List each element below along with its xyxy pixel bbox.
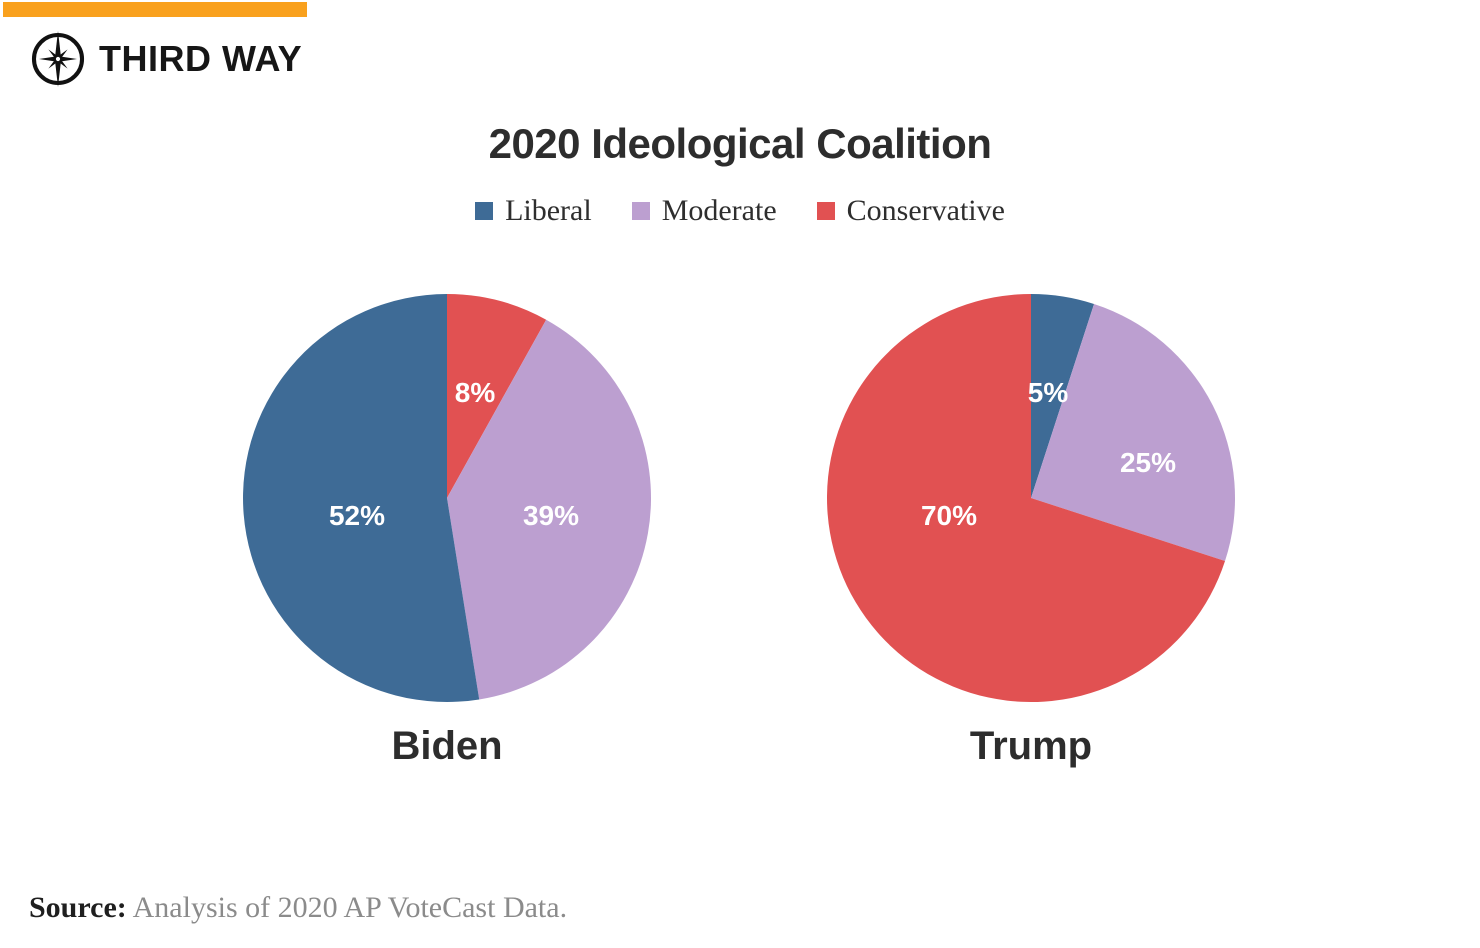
biden-label: Biden (391, 724, 503, 768)
liberal-swatch-icon (475, 202, 494, 220)
chart-title: 2020 Ideological Coalition (488, 120, 992, 167)
source-prefix: Source: (29, 891, 127, 924)
brand-name: THIRD WAY (99, 38, 303, 79)
trump-pie-block: 5% 25% 70% Trump (826, 293, 1236, 766)
biden-pie-chart[interactable] (242, 293, 652, 703)
legend-label-conservative: Conservative (846, 194, 1005, 227)
biden-pie-block: 52% 39% 8% Biden (242, 293, 652, 766)
trump-slice-moderate[interactable] (1031, 303, 1236, 562)
legend-item-moderate[interactable]: Moderate (631, 194, 777, 227)
legend-label-moderate: Moderate (661, 194, 777, 227)
legend-label-liberal: Liberal (505, 194, 592, 227)
trump-pie-chart[interactable] (826, 293, 1236, 703)
source-text: Analysis of 2020 AP VoteCast Data. (132, 891, 568, 924)
trump-label: Trump (969, 724, 1093, 768)
legend-item-conservative[interactable]: Conservative (816, 194, 1005, 227)
brand: THIRD WAY (29, 30, 302, 88)
trump-slice-conservative[interactable] (827, 294, 1226, 702)
brand-accent-bar (3, 2, 307, 17)
conservative-swatch-icon (816, 202, 835, 220)
moderate-swatch-icon (631, 202, 650, 220)
legend-item-liberal[interactable]: Liberal (475, 196, 592, 226)
chart-legend: Liberal Moderate Conservative (0, 196, 1480, 226)
biden-slice-conservative[interactable] (447, 294, 547, 498)
source-note: Source: Analysis of 2020 AP VoteCast Dat… (29, 891, 567, 924)
trump-slice-liberal[interactable] (1031, 294, 1095, 498)
biden-slice-moderate[interactable] (447, 319, 652, 700)
biden-slice-liberal[interactable] (243, 294, 480, 702)
compass-icon (31, 30, 85, 88)
